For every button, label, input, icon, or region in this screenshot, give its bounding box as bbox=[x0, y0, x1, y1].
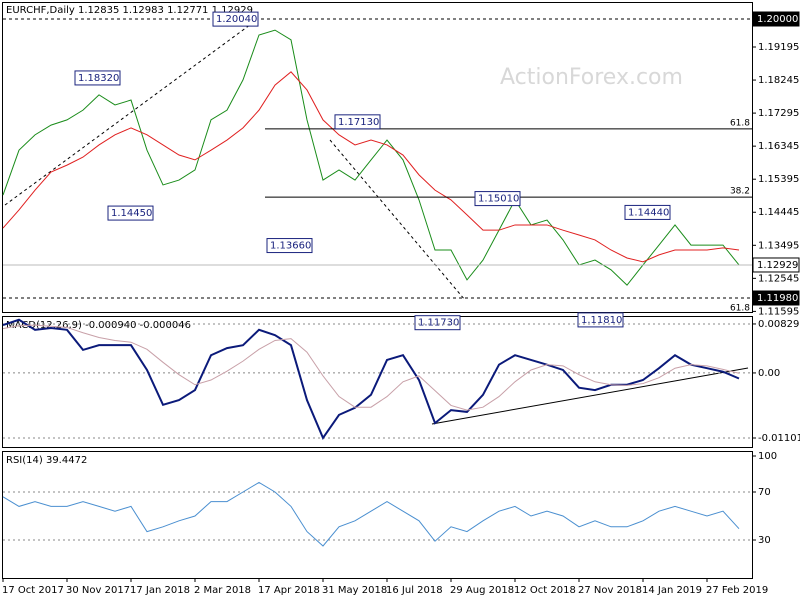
annotation-box bbox=[334, 114, 381, 130]
macd-panel bbox=[2, 316, 753, 448]
series-line bbox=[2, 71, 740, 263]
annotation-box bbox=[414, 315, 461, 331]
x-tick-label: 17 Apr 2018 bbox=[258, 585, 320, 596]
rsi-panel bbox=[2, 451, 753, 579]
y-tick-label: 1.19195 bbox=[758, 42, 799, 53]
price-label: 1.20000 bbox=[757, 14, 798, 25]
annotation-label: 1.11810 bbox=[581, 315, 622, 326]
y-tick-label: 70 bbox=[758, 487, 771, 498]
y-tick-label: -0.011015 bbox=[758, 433, 800, 444]
x-tick-label: 17 Oct 2017 bbox=[2, 585, 64, 596]
y-tick-label: 1.17295 bbox=[758, 108, 799, 119]
y-tick-label: 1.18245 bbox=[758, 75, 799, 86]
rsi-title: RSI(14) 39.4472 bbox=[6, 455, 87, 466]
y-tick-label: 30 bbox=[758, 535, 771, 546]
annotation-label: 1.20040 bbox=[216, 14, 257, 25]
x-tick-label: 27 Feb 2019 bbox=[706, 585, 768, 596]
y-tick-label: 100 bbox=[758, 451, 777, 462]
trend-line bbox=[329, 139, 466, 301]
y-tick-label: 1.14445 bbox=[758, 207, 799, 218]
chart-title: EURCHF,Daily 1.12835 1.12983 1.12771 1.1… bbox=[6, 5, 253, 16]
annotation-label: 1.17130 bbox=[338, 117, 379, 128]
x-tick-label: 16 Jul 2018 bbox=[386, 585, 443, 596]
y-tick-label: 1.12545 bbox=[758, 273, 799, 284]
series-line bbox=[2, 29, 740, 286]
y-tick-label: 1.11595 bbox=[758, 306, 799, 317]
fib-label: 61.8 bbox=[730, 118, 750, 128]
y-tick-label: 1.16345 bbox=[758, 141, 799, 152]
annotation-box bbox=[212, 11, 259, 27]
y-tick-label: 0.00 bbox=[758, 368, 780, 379]
x-tick-label: 31 May 2018 bbox=[322, 585, 387, 596]
annotation-box bbox=[107, 205, 154, 221]
y-tick-label: 1.15395 bbox=[758, 174, 799, 185]
price-label-box bbox=[752, 290, 800, 306]
annotation-label: 1.15010 bbox=[478, 194, 519, 205]
x-tick-label: 14 Jan 2019 bbox=[642, 585, 702, 596]
annotation-box bbox=[577, 312, 624, 328]
annotation-label: 1.13660 bbox=[270, 241, 311, 252]
x-tick-label: 17 Jan 2018 bbox=[130, 585, 190, 596]
price-label-box bbox=[752, 257, 800, 273]
y-tick-label: 0.008292 bbox=[758, 319, 800, 330]
annotation-label: 1.18320 bbox=[78, 73, 119, 84]
annotation-label: 1.14450 bbox=[111, 208, 152, 219]
x-tick-label: 12 Oct 2018 bbox=[514, 585, 576, 596]
x-tick-label: 2 Mar 2018 bbox=[194, 585, 251, 596]
annotation-box bbox=[624, 204, 671, 220]
series-line bbox=[2, 481, 740, 547]
price-label-box bbox=[752, 11, 800, 27]
annotation-box bbox=[474, 191, 521, 207]
annotation-box bbox=[266, 238, 313, 254]
macd-title: MACD(12,26,9) -0.000940 -0.000046 bbox=[6, 320, 191, 331]
annotation-box bbox=[74, 70, 121, 86]
x-tick-label: 29 Aug 2018 bbox=[450, 585, 514, 596]
fib-label: 61.8 bbox=[730, 304, 750, 314]
trend-line bbox=[4, 18, 259, 206]
annotation-label: 1.11730 bbox=[418, 318, 459, 329]
fib-label: 38.2 bbox=[730, 187, 750, 197]
watermark: ActionForex.com bbox=[500, 65, 683, 90]
series-line bbox=[2, 324, 740, 411]
price-panel bbox=[2, 2, 753, 313]
y-tick-label: 1.13495 bbox=[758, 240, 799, 251]
x-tick-label: 27 Nov 2018 bbox=[578, 585, 642, 596]
annotation-label: 1.14440 bbox=[628, 207, 669, 218]
price-label: 1.12929 bbox=[757, 260, 798, 271]
price-label: 1.11980 bbox=[757, 293, 798, 304]
x-tick-label: 30 Nov 2017 bbox=[66, 585, 130, 596]
macd-trend-line bbox=[431, 367, 749, 425]
